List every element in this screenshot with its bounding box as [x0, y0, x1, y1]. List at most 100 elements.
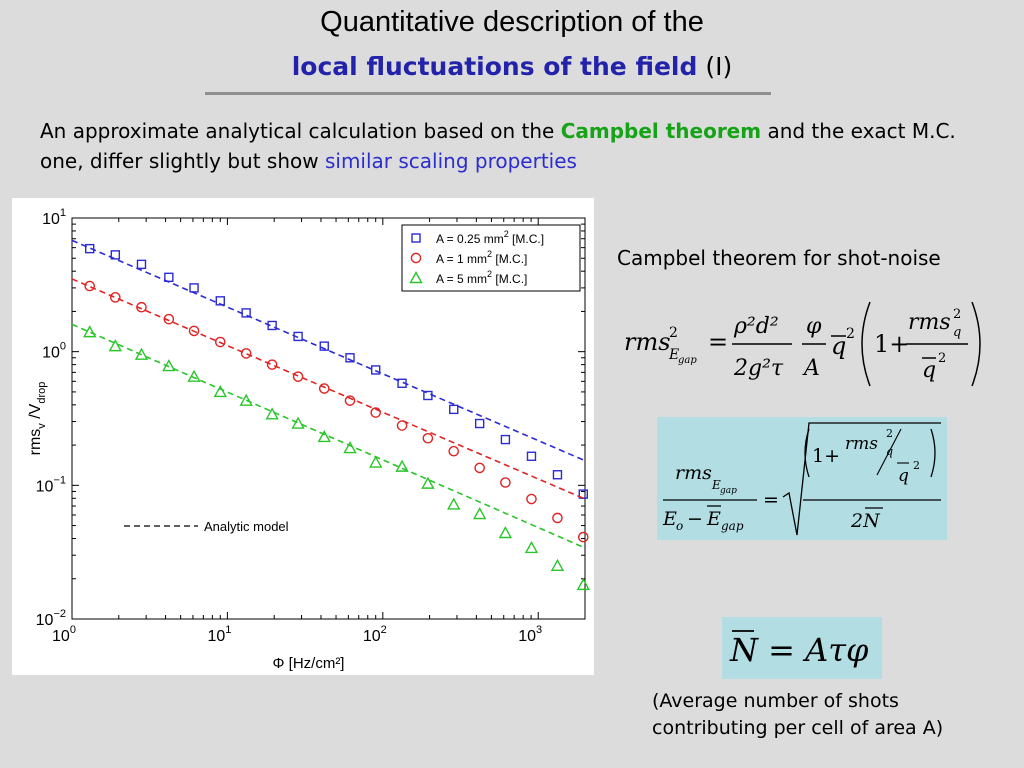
model-line-1 [71, 239, 586, 462]
f2-sqrt-rms: rms [845, 434, 878, 454]
f2-num-subsub: gap [720, 486, 737, 496]
f2-den-b-sub: gap [721, 519, 744, 533]
legend-marker-1 [411, 233, 421, 243]
data-point-series-2 [500, 477, 511, 488]
title-suffix: (I) [705, 52, 733, 81]
data-point-series-2 [526, 493, 537, 505]
data-point-series-3 [317, 430, 331, 443]
data-point-series-2 [292, 371, 304, 382]
data-point-series-1 [397, 378, 407, 388]
data-point-series-1 [552, 470, 563, 480]
data-point-series-3 [108, 339, 123, 352]
f1-lhs: rms [624, 328, 671, 356]
f2-num: rms [675, 462, 712, 484]
f2-num-sub: E [711, 478, 721, 492]
data-point-series-1 [110, 250, 121, 260]
x-tick-label: 103 [518, 624, 542, 645]
data-point-series-2 [188, 325, 200, 337]
x-tick-label: 100 [52, 624, 76, 645]
data-point-series-3 [421, 476, 435, 489]
f1-inner-den: q [922, 358, 936, 383]
y-tick-label: 100 [42, 341, 66, 362]
legend-box [401, 224, 581, 292]
model-line-2 [71, 278, 586, 500]
f2-one-plus: 1+ [812, 445, 840, 467]
data-point-series-3 [550, 558, 565, 572]
data-point-series-1 [371, 365, 381, 375]
data-point-series-2 [110, 292, 121, 303]
f2-sqrt-q-exp: 2 [913, 459, 920, 472]
plot-frame [71, 217, 586, 620]
svg-text:=: = [763, 489, 779, 511]
model-line-3 [71, 323, 586, 549]
data-point-series-3 [265, 407, 279, 420]
data-point-series-2 [448, 445, 460, 457]
legend-label-1: A = 0.25 mm2 [M.C.] [436, 229, 544, 246]
y-tick-label: 10−1 [36, 474, 66, 495]
relative-rms-formula: rms E gap E o − E gap = 1+ rms 2 q q 2 2… [662, 422, 941, 536]
f2-den-b: E [706, 508, 721, 530]
data-point-series-2 [240, 348, 252, 359]
title-underline [205, 92, 771, 95]
f2-den-a-sub: o [676, 519, 683, 533]
data-point-series-2 [422, 432, 434, 444]
data-point-series-2 [370, 407, 382, 418]
note-line-1: (Average number of shots [652, 690, 899, 712]
data-point-series-2 [396, 420, 408, 431]
f1-one-plus: 1+ [874, 330, 909, 358]
slide-title-line1: Quantitative description of the [320, 6, 704, 38]
title-highlight: local fluctuations of the field [291, 52, 698, 81]
f1-inner-den-exp: 2 [938, 351, 946, 366]
data-point-series-1 [526, 451, 537, 461]
data-point-series-2 [214, 336, 226, 348]
y-tick-label: 10−2 [36, 608, 66, 629]
intro-scaling: similar scaling properties [324, 149, 577, 173]
intro-campbel-theorem: Campbel theorem [560, 119, 762, 143]
data-point-series-1 [136, 259, 147, 270]
f1-den2: A [802, 356, 820, 381]
intro-paragraph: An approximate analytical calculation ba… [40, 116, 1000, 176]
mean-shots-formula: N = Aτφ [729, 630, 869, 669]
legend-marker-2 [410, 252, 422, 264]
data-point-series-1 [293, 331, 303, 342]
data-point-series-3 [369, 455, 383, 468]
f1-lhs-subsub: gap [678, 355, 697, 366]
data-point-series-2 [163, 313, 175, 325]
data-point-series-1 [345, 353, 355, 363]
data-point-series-3 [187, 369, 201, 382]
data-point-series-3 [395, 459, 409, 472]
data-point-series-1 [423, 390, 433, 401]
data-point-series-3 [472, 507, 487, 520]
chart-panel: 100 101 102 103 10−2 10−1 100 101 Φ [Hz/cm²] rmsv… [12, 198, 594, 675]
f1-num2: φ [806, 314, 822, 339]
f1-qbar: q [831, 332, 846, 360]
data-point-series-1 [474, 418, 485, 429]
data-point-series-1 [215, 296, 225, 306]
data-point-series-3 [239, 393, 253, 406]
intro-text-2: and the exact M.C. one, differ slightly … [40, 119, 956, 173]
data-point-series-2 [344, 395, 356, 406]
x-tick-label: 101 [207, 624, 231, 645]
f1-inner-num: rms [908, 310, 951, 335]
data-point-series-3 [134, 347, 149, 360]
intro-text-1: An approximate analytical calculation ba… [40, 119, 561, 143]
f1-qbar-exp: 2 [846, 326, 855, 342]
legend-label-2: A = 1 mm2 [M.C.] [436, 249, 527, 266]
campbel-formula: rms 2 E gap = ρ²d² 2g²τ φ A q 2 1+ rms 2… [624, 301, 981, 387]
data-point-series-3 [524, 541, 539, 554]
f1-den1: 2g²τ [733, 356, 784, 381]
data-point-series-2 [577, 531, 589, 543]
data-point-series-3 [291, 416, 305, 429]
data-point-series-3 [343, 441, 357, 454]
data-point-series-2 [474, 462, 485, 474]
data-point-series-2 [266, 359, 278, 370]
svg-text:=: = [708, 328, 728, 356]
data-point-series-2 [318, 383, 330, 394]
loglog-chart: 100 101 102 103 10−2 10−1 100 101 Φ [Hz/cm²] rmsv… [27, 207, 590, 672]
note-line-2: contributing per cell of area A) [652, 717, 944, 739]
relative-rms-formula-box: rms E gap E o − E gap = 1+ rms 2 q q 2 2… [657, 417, 947, 540]
f3-text: N = Aτφ [729, 631, 869, 669]
data-point-series-3 [447, 497, 461, 510]
data-point-series-2 [552, 512, 563, 524]
data-point-series-3 [213, 384, 227, 398]
